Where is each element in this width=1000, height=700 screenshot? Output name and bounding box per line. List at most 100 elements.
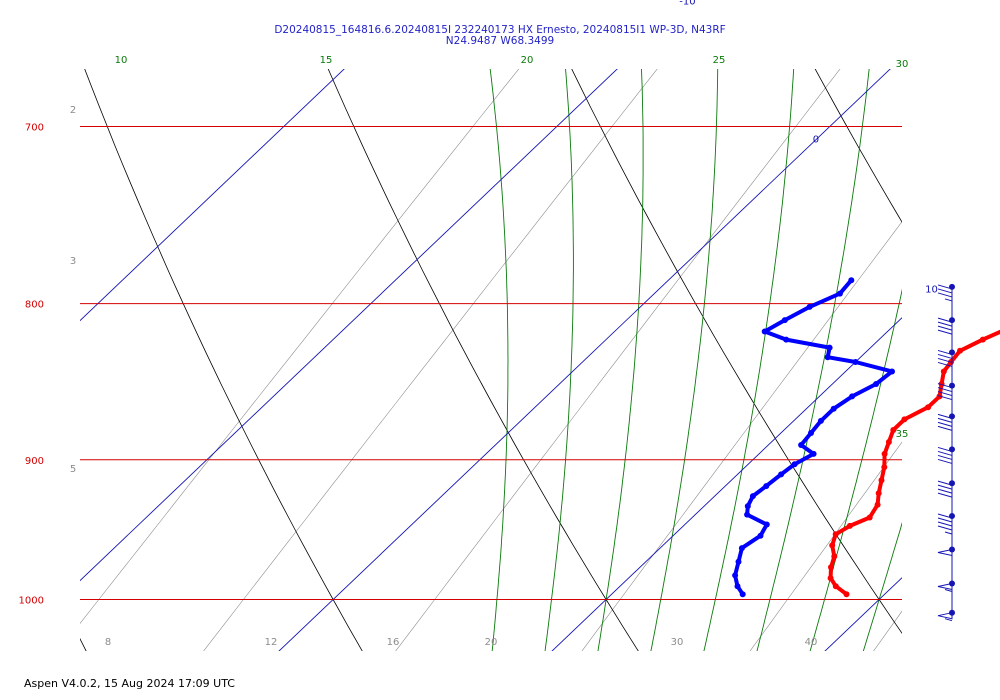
dewpoint-point — [817, 417, 824, 424]
dewpoint-point — [873, 381, 880, 387]
moist-adiabat-line — [650, 69, 719, 651]
temperature-point — [925, 404, 932, 411]
dry-adiabat-line — [327, 69, 639, 651]
moist-adiabat-label: 35 — [896, 429, 909, 440]
moist-adiabat-line — [544, 69, 574, 651]
isotherm-label: 0 — [813, 134, 819, 145]
temperature-point — [875, 490, 882, 497]
isotherm-line — [80, 69, 618, 582]
dewpoint-point — [757, 532, 764, 539]
mixing-ratio-label: 30 — [671, 637, 684, 648]
mixing-ratio-label: 40 — [805, 637, 818, 648]
moist-adiabat-label: 30 — [896, 59, 909, 70]
dewpoint-point — [889, 368, 895, 375]
temperature-point — [846, 522, 853, 529]
moist-adiabat-line — [995, 0, 1000, 700]
moist-adiabat-line — [862, 521, 902, 651]
dewpoint-point — [763, 521, 770, 528]
wind-barb-point — [949, 283, 955, 290]
dewpoint-point — [761, 328, 768, 335]
temperature-profile-line — [828, 329, 1000, 597]
temperature-point — [827, 575, 834, 582]
mixing-ratio-label: 20 — [485, 637, 498, 648]
dewpoint-point — [848, 277, 855, 284]
dewpoint-point — [744, 503, 751, 510]
dewpoint-point — [735, 558, 742, 565]
moist-adiabat-line — [703, 69, 795, 651]
dewpoint-point — [810, 450, 817, 457]
isobars — [80, 126, 902, 600]
moist-adiabat-line — [489, 69, 509, 651]
temperature-point — [881, 464, 888, 471]
moist-adiabat-line — [597, 69, 644, 651]
wind-barb — [937, 349, 955, 367]
moist-adiabat-label: 10 — [115, 55, 128, 66]
wind-barb-point — [949, 413, 955, 420]
isotherm-label: 10 — [925, 284, 938, 295]
dewpoint-point — [781, 317, 788, 324]
sounding-location: N24.9487 W68.3499 — [445, 35, 555, 47]
dewpoint-point — [778, 471, 785, 478]
temperature-point — [866, 514, 873, 521]
temperature-point — [828, 564, 834, 571]
isotherm-line — [80, 69, 345, 322]
temperature-point — [843, 591, 850, 598]
pressure-tick-label: 800 — [25, 300, 44, 311]
moist-adiabat-line — [809, 288, 902, 651]
mixing-ratio-label: 8 — [105, 637, 111, 648]
wind-barb — [937, 446, 955, 464]
temperature-point — [957, 347, 963, 354]
dewpoint-point — [798, 442, 805, 448]
temperature-point — [881, 450, 888, 457]
isotherm-line — [551, 317, 902, 651]
isotherm-line — [0, 0, 321, 700]
moist-adiabats — [489, 0, 1000, 700]
pressure-tick-label: 700 — [25, 123, 44, 134]
wind-barbs — [937, 283, 955, 622]
wind-barb — [937, 480, 955, 498]
temperature-point — [878, 477, 885, 484]
moist-adiabat-label: 25 — [713, 55, 726, 66]
moist-adiabat-label: 20 — [521, 55, 534, 66]
mixing-ratio-label: 3 — [70, 256, 76, 267]
isotherm-label: -10 — [679, 0, 695, 8]
mixing-ratio-label: 2 — [70, 105, 76, 116]
mixing-ratio-line — [749, 441, 902, 651]
wind-barb — [937, 413, 955, 431]
mixing-ratio-line — [581, 221, 902, 651]
dewpoint-point — [744, 511, 751, 518]
pressure-tick-label: 1000 — [19, 596, 44, 607]
isotherm-line — [278, 69, 891, 651]
moist-adiabat-line — [756, 69, 870, 651]
mixing-ratio-label: 5 — [70, 464, 76, 475]
temperature-point — [829, 542, 836, 549]
dewpoint-point — [826, 344, 833, 351]
dewpoint-profile-line — [733, 278, 894, 597]
dewpoint-point — [791, 461, 798, 468]
wind-barb-point — [949, 480, 955, 487]
dewpoint-point — [808, 430, 814, 436]
temperature-point — [979, 336, 986, 343]
dewpoint-point — [830, 405, 837, 412]
moist-adiabat-label: 15 — [320, 55, 333, 66]
dry-adiabat-line — [84, 69, 363, 651]
wind-barb-point — [949, 513, 955, 519]
mixing-ratio-label: 12 — [265, 637, 278, 648]
temperature-point — [831, 553, 838, 560]
temperature-point — [832, 531, 839, 538]
mixing-ratio-line — [203, 69, 658, 651]
temperature-point — [832, 583, 839, 590]
wind-barb — [937, 317, 955, 335]
temperature-point — [890, 427, 897, 433]
wind-barb — [937, 580, 955, 592]
mixing-ratio-line — [80, 69, 520, 624]
wind-barb — [937, 283, 955, 302]
dewpoint-point — [806, 303, 813, 310]
temperature-point — [874, 501, 881, 508]
dewpoint-point — [738, 545, 745, 552]
temperature-point — [901, 416, 908, 423]
dewpoint-point — [836, 290, 843, 297]
